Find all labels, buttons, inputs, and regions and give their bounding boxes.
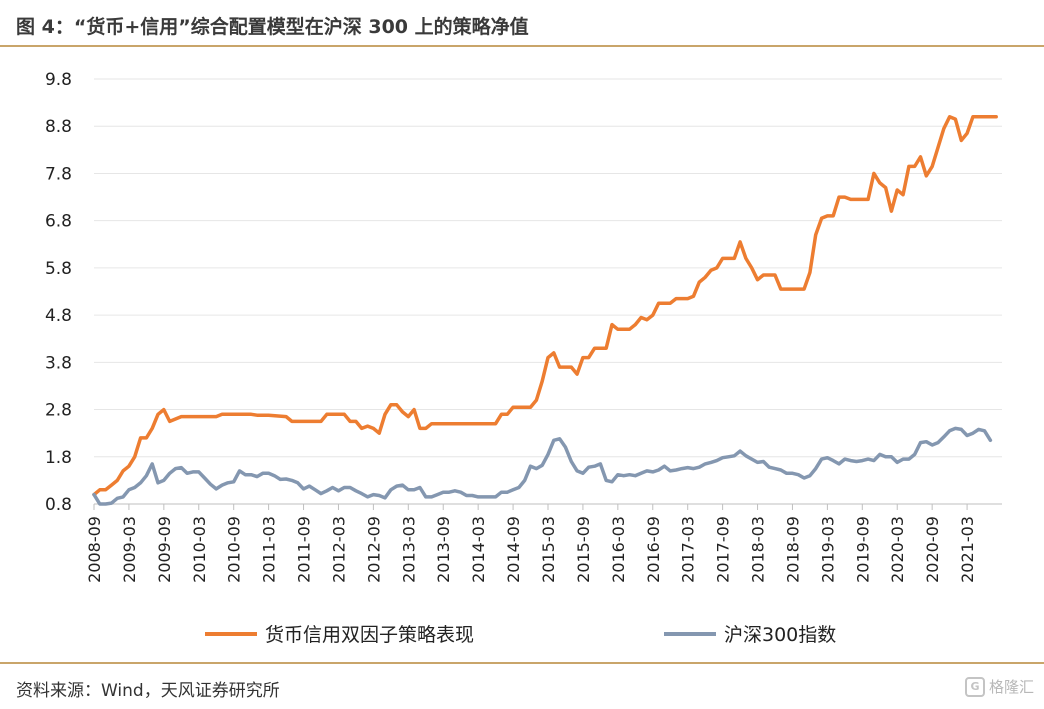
y-tick-label: 9.8 xyxy=(45,70,72,90)
top-divider xyxy=(0,45,1044,47)
x-tick-label: 2014-09 xyxy=(504,516,523,583)
x-tick-label: 2012-09 xyxy=(364,516,383,583)
x-tick-label: 2013-03 xyxy=(399,516,418,583)
watermark-logo-icon: G xyxy=(964,676,985,697)
x-tick-label: 2021-03 xyxy=(958,516,977,583)
x-tick-label: 2018-03 xyxy=(749,516,768,583)
y-tick-label: 5.8 xyxy=(45,259,72,279)
x-tick-label: 2012-03 xyxy=(329,516,348,583)
watermark: G 格隆汇 xyxy=(964,676,1034,697)
y-tick-label: 3.8 xyxy=(45,353,72,373)
x-tick-label: 2014-03 xyxy=(469,516,488,583)
y-tick-label: 1.8 xyxy=(45,448,72,468)
x-tick-label: 2019-09 xyxy=(853,516,872,583)
x-tick-label: 2009-09 xyxy=(155,516,174,583)
x-tick-label: 2010-03 xyxy=(190,516,209,583)
x-tick-label: 2013-09 xyxy=(434,516,453,583)
x-tick-label: 2015-03 xyxy=(539,516,558,583)
source-note: 资料来源：Wind，天风证券研究所 xyxy=(16,681,280,701)
x-tick-label: 2011-09 xyxy=(295,516,314,583)
x-axis-ticks: 2008-09 2009-03 2009-09 2010-03 2010-09 2011-… xyxy=(85,504,977,583)
x-tick-label: 2009-03 xyxy=(120,516,139,583)
watermark-text: 格隆汇 xyxy=(988,678,1034,696)
y-tick-label: 4.8 xyxy=(45,306,72,326)
x-tick-label: 2016-09 xyxy=(644,516,663,583)
x-tick-label: 2008-09 xyxy=(85,516,104,583)
line-chart: 0.81.82.83.84.85.86.87.88.89.8 2008-09 20… xyxy=(45,70,1002,646)
x-tick-label: 2015-09 xyxy=(574,516,593,583)
figure-title: 图 4：“货币+信用”综合配置模型在沪深 300 上的策略净值 xyxy=(16,16,529,38)
series-line-2 xyxy=(92,426,993,506)
x-tick-label: 2016-03 xyxy=(609,516,628,583)
x-tick-label: 2018-09 xyxy=(783,516,802,583)
series-lines xyxy=(92,115,998,506)
x-tick-label: 2020-03 xyxy=(888,516,907,583)
bottom-divider xyxy=(0,662,1044,664)
x-tick-label: 2017-09 xyxy=(714,516,733,583)
y-tick-label: 7.8 xyxy=(45,164,72,184)
legend-label-2: 沪深300指数 xyxy=(724,624,836,646)
x-tick-label: 2017-03 xyxy=(679,516,698,583)
legend: 货币信用双因子策略表现 沪深300指数 xyxy=(205,624,836,646)
y-tick-label: 0.8 xyxy=(45,495,72,515)
y-tick-label: 8.8 xyxy=(45,117,72,137)
series-line-1 xyxy=(92,115,998,497)
y-axis-ticks: 0.8 1.8 2.8 3.8 4.8 5.8 6.8 7.8 8.8 9.8 xyxy=(45,70,72,515)
x-tick-label: 2011-03 xyxy=(260,516,279,583)
y-tick-label: 6.8 xyxy=(45,212,72,232)
x-tick-label: 2010-09 xyxy=(225,516,244,583)
legend-label-1: 货币信用双因子策略表现 xyxy=(265,624,474,646)
x-tick-label: 2020-09 xyxy=(923,516,942,583)
grid-lines xyxy=(94,78,1002,458)
x-tick-label: 2019-03 xyxy=(818,516,837,583)
y-tick-label: 2.8 xyxy=(45,401,72,421)
